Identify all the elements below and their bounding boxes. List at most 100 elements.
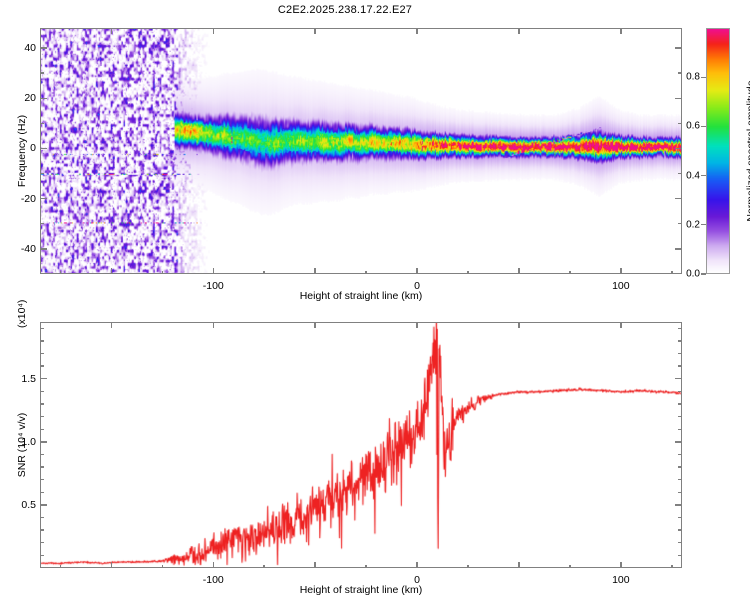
spectrogram-x-axis-label: Height of straight line (km): [299, 290, 423, 302]
axis-tick: [675, 47, 682, 49]
axis-tick: [416, 562, 418, 568]
axis-tick-minor: [40, 390, 44, 393]
axis-tick-minor: [678, 352, 682, 355]
axis-tick-minor: [678, 340, 682, 342]
axis-tick-minor: [40, 72, 44, 74]
axis-tick: [518, 322, 520, 328]
y-ticklabel: 20: [24, 92, 36, 105]
y-ticklabel: 0.5: [21, 498, 36, 511]
snr-panel: [40, 322, 682, 568]
colorbar-tick: [701, 273, 706, 275]
axis-tick: [675, 197, 682, 200]
axis-tick-minor: [678, 516, 682, 519]
axis-tick-minor: [40, 403, 44, 405]
x-ticklabel: 100: [612, 574, 630, 586]
axis-tick-minor: [569, 564, 571, 568]
axis-tick: [518, 562, 520, 568]
axis-tick-minor: [40, 529, 44, 531]
axis-tick: [416, 322, 418, 328]
axis-tick-minor: [40, 352, 44, 355]
colorbar-ticklabel: 0.6: [686, 120, 700, 132]
axis-tick-minor: [678, 554, 682, 557]
colorbar-gradient: [707, 29, 729, 273]
axis-tick-minor: [40, 491, 44, 493]
axis-tick: [110, 562, 113, 568]
axis-tick-minor: [678, 491, 682, 493]
axis-tick: [518, 268, 520, 274]
snr-x-axis-label: Height of straight line (km): [299, 584, 423, 596]
colorbar-label: Normalized spectral amplitude: [745, 80, 750, 222]
axis-tick-minor: [678, 466, 682, 468]
snr-canvas: [41, 323, 681, 567]
y-ticklabel: -20: [20, 192, 36, 205]
axis-tick: [40, 441, 47, 443]
axis-tick-minor: [569, 270, 571, 274]
axis-tick: [40, 147, 47, 150]
snr-y-axis-label: SNR (10⁴ v/v): [16, 412, 28, 478]
axis-tick: [110, 268, 113, 274]
axis-tick-minor: [263, 270, 265, 274]
axis-tick: [40, 197, 47, 200]
axis-tick-minor: [365, 564, 367, 568]
axis-tick-minor: [40, 542, 44, 544]
axis-tick-minor: [678, 72, 682, 74]
axis-tick: [675, 97, 682, 99]
axis-tick-minor: [263, 564, 265, 568]
axis-tick: [40, 248, 47, 250]
colorbar-ticklabel: 0.8: [686, 71, 700, 83]
colorbar-ticklabel: 0.0: [686, 268, 700, 280]
colorbar: [706, 28, 730, 274]
axis-tick-minor: [40, 516, 44, 519]
axis-tick: [675, 504, 682, 506]
axis-tick-minor: [161, 270, 163, 274]
axis-tick-minor: [40, 554, 44, 557]
y-ticklabel: 0: [30, 142, 36, 155]
x-ticklabel: 100: [612, 280, 630, 292]
axis-tick-minor: [678, 122, 682, 125]
spectrogram-panel: [40, 28, 682, 274]
axis-tick-minor: [671, 270, 673, 274]
axis-tick: [212, 28, 214, 34]
axis-tick-minor: [678, 428, 682, 430]
axis-tick-minor: [467, 564, 469, 568]
axis-tick-minor: [40, 223, 44, 225]
axis-tick-minor: [678, 365, 682, 367]
axis-tick: [110, 28, 113, 34]
axis-tick-minor: [40, 453, 44, 456]
axis-tick-minor: [40, 122, 44, 125]
axis-tick-minor: [678, 403, 682, 405]
x-ticklabel: 0: [414, 280, 420, 292]
spectrogram-y-axis-label: Frequency (Hz): [16, 114, 28, 188]
colorbar-tick: [701, 76, 706, 78]
axis-tick-minor: [678, 478, 682, 481]
axis-tick-minor: [40, 428, 44, 430]
axis-tick: [620, 268, 622, 274]
axis-tick-minor: [678, 327, 682, 329]
axis-tick-minor: [467, 270, 469, 274]
axis-tick-minor: [40, 327, 44, 329]
axis-tick-minor: [671, 564, 673, 568]
axis-tick: [212, 322, 214, 328]
axis-tick: [675, 147, 682, 150]
axis-tick: [314, 268, 316, 274]
colorbar-ticklabel: 0.4: [686, 170, 700, 182]
x-ticklabel: -100: [202, 574, 224, 586]
axis-tick-minor: [678, 542, 682, 544]
axis-tick: [416, 28, 418, 34]
axis-tick: [314, 322, 316, 328]
y-ticklabel: 40: [24, 42, 36, 55]
axis-tick: [40, 504, 47, 506]
axis-tick-minor: [40, 365, 44, 367]
axis-tick: [110, 322, 113, 328]
axis-tick-minor: [40, 415, 44, 418]
axis-tick-minor: [40, 466, 44, 468]
y-ticklabel: 1.0: [21, 435, 36, 448]
colorbar-tick: [701, 224, 706, 226]
colorbar-tick: [701, 175, 706, 177]
axis-tick: [518, 28, 520, 34]
axis-tick-minor: [59, 564, 62, 568]
y-ticklabel: -40: [20, 242, 36, 255]
axis-tick: [620, 322, 622, 328]
axis-tick-minor: [40, 340, 44, 342]
